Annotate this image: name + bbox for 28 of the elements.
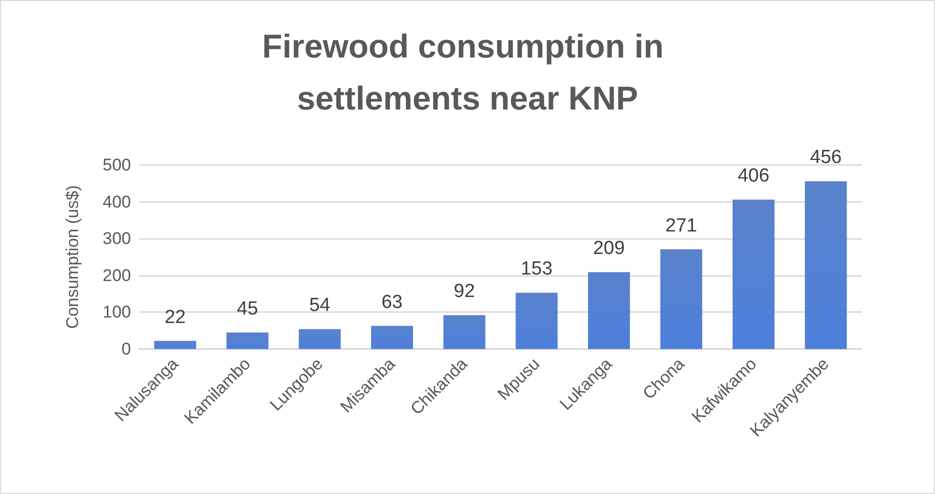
bar bbox=[660, 249, 702, 349]
y-tick-label: 500 bbox=[102, 156, 131, 174]
bar bbox=[154, 340, 196, 349]
data-label: 406 bbox=[738, 166, 770, 187]
data-label: 63 bbox=[381, 292, 403, 313]
y-tick-label: 300 bbox=[102, 229, 131, 248]
bar bbox=[298, 329, 341, 349]
data-label: 271 bbox=[665, 215, 698, 236]
data-label: 22 bbox=[164, 306, 186, 328]
data-label: 153 bbox=[520, 258, 552, 280]
data-label: 54 bbox=[309, 295, 331, 316]
data-label: 456 bbox=[810, 147, 842, 168]
bar bbox=[226, 332, 268, 349]
data-label: 209 bbox=[593, 238, 625, 260]
bar bbox=[804, 181, 847, 349]
bar bbox=[588, 272, 630, 349]
bar bbox=[443, 315, 486, 349]
bar bbox=[732, 200, 775, 349]
bar bbox=[516, 292, 558, 349]
y-axis-title: Consumption (us$) bbox=[63, 185, 82, 329]
data-label: 92 bbox=[454, 281, 475, 302]
y-tick-label: 0 bbox=[122, 340, 131, 358]
data-label: 45 bbox=[236, 298, 258, 320]
bar bbox=[371, 326, 414, 349]
y-tick-label: 200 bbox=[102, 266, 131, 285]
y-tick-label: 100 bbox=[102, 302, 131, 322]
y-tick-label: 400 bbox=[102, 192, 131, 212]
chart-title: Firewood consumption in settlements near KNP bbox=[262, 28, 673, 116]
